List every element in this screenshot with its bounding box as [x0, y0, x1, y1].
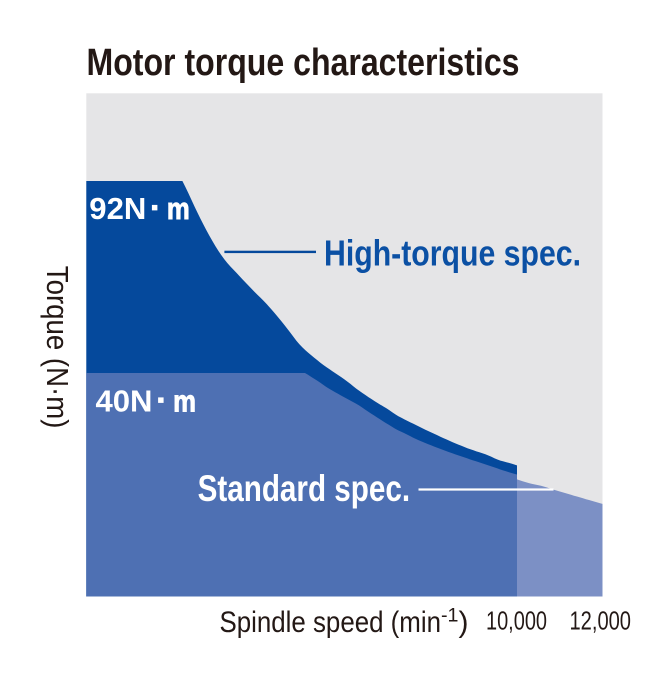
svg-text:): ) [459, 606, 469, 639]
svg-text:92N: 92N [89, 191, 146, 226]
svg-text:m: m [173, 384, 196, 419]
svg-text:12,000: 12,000 [570, 606, 632, 636]
svg-text:Standard spec.: Standard spec. [198, 468, 411, 509]
svg-text:-1: -1 [441, 606, 459, 627]
svg-text:10,000: 10,000 [486, 606, 547, 636]
svg-text:High-torque spec.: High-torque spec. [324, 233, 581, 274]
svg-text:Torque (N·m): Torque (N·m) [40, 266, 75, 429]
svg-text:Spindle speed (min: Spindle speed (min [220, 606, 442, 639]
svg-text:40N: 40N [96, 384, 153, 419]
svg-text:Motor torque characteristics: Motor torque characteristics [87, 42, 520, 84]
svg-text:m: m [167, 192, 190, 227]
